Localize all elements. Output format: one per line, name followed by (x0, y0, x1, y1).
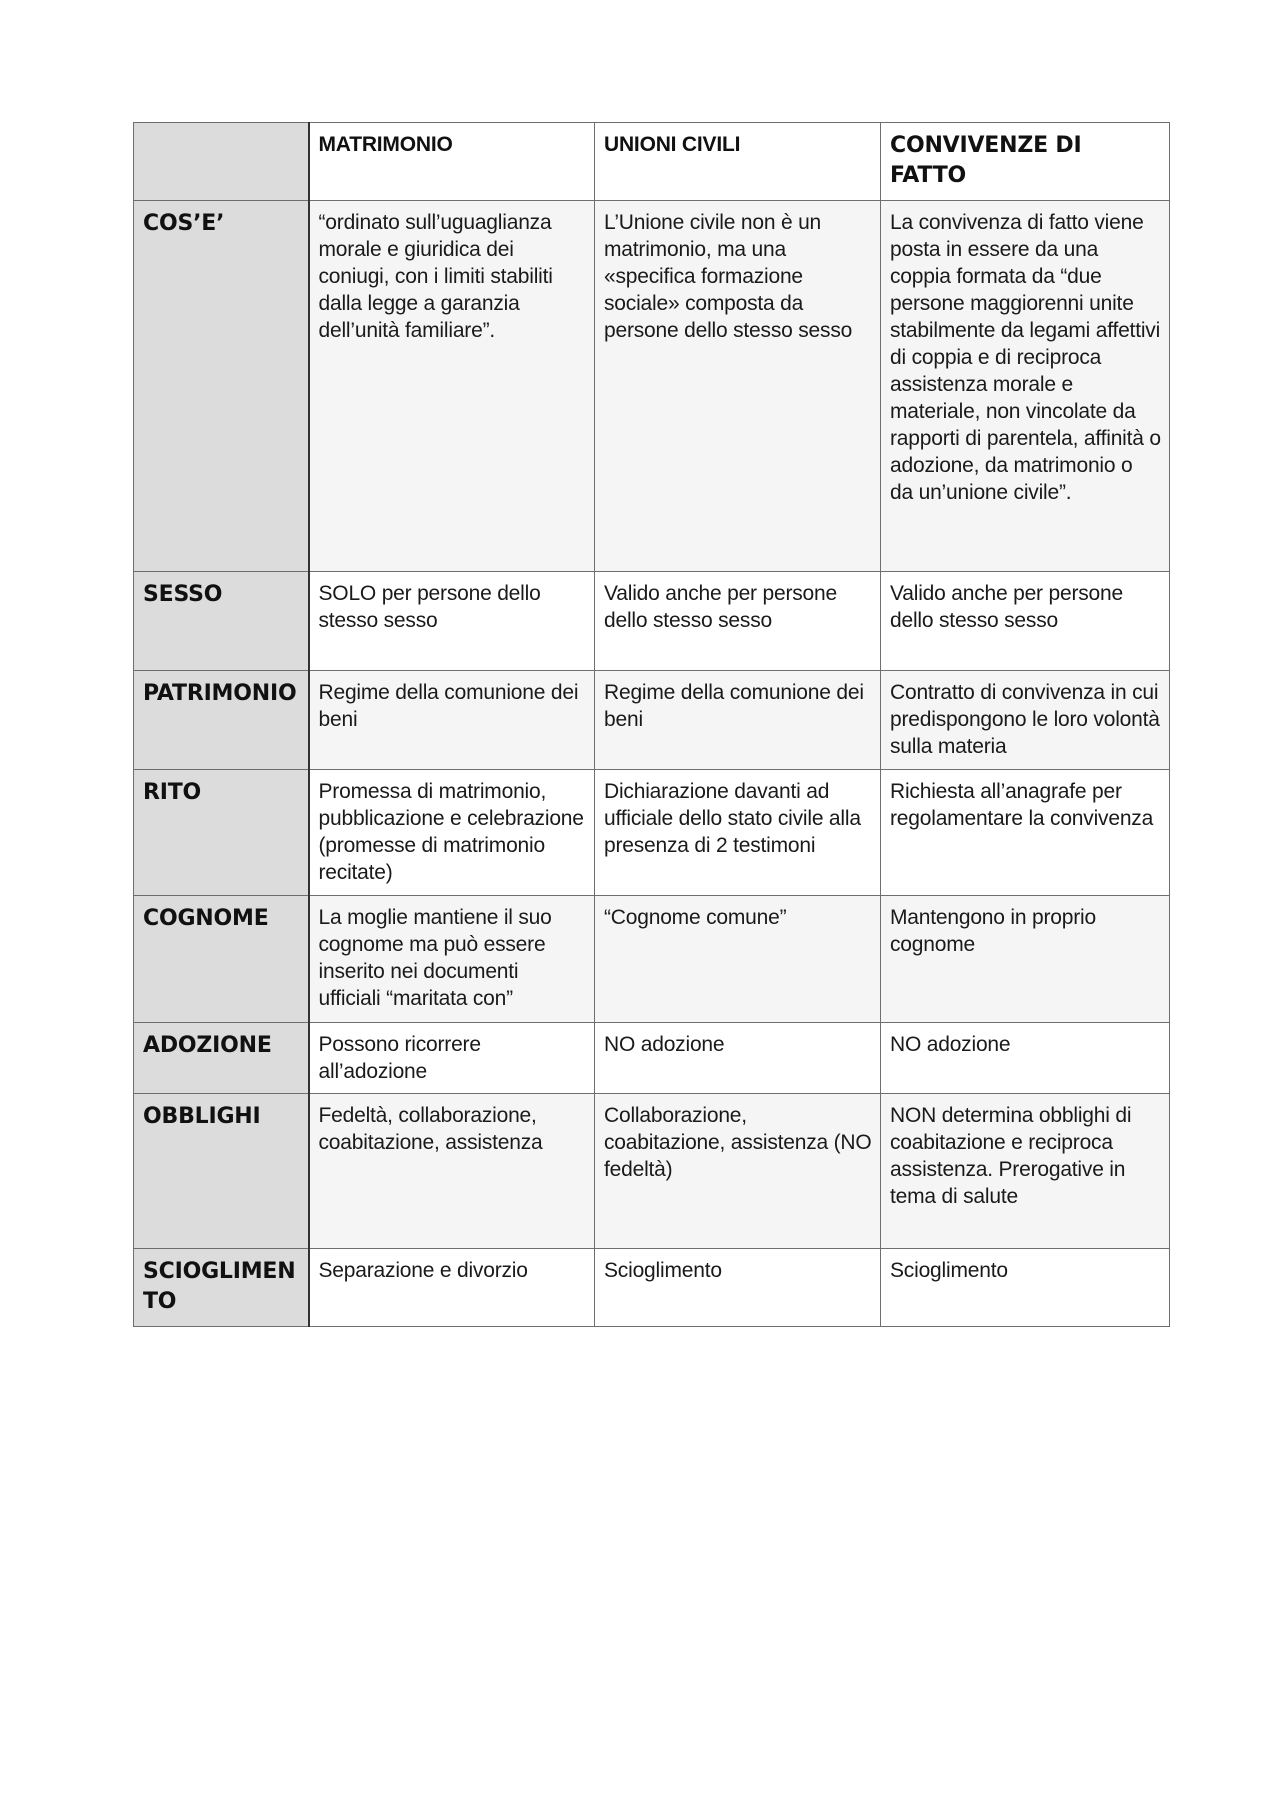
row-label: COGNOME (133, 895, 310, 1023)
table-row: COGNOME La moglie mantiene il suo cognom… (133, 895, 1170, 1023)
table-cell: Mantengono in proprio cognome (880, 895, 1170, 1023)
header-unioni-civili: UNIONI CIVILI (594, 122, 881, 201)
table-cell: Valido anche per persone dello stesso se… (594, 571, 881, 671)
table-row: COS’E’ “ordinato sull’uguaglianza morale… (133, 200, 1170, 572)
table-cell: Regime della comunione dei beni (308, 670, 595, 770)
table-row: SCIOGLIMENTO Separazione e divorzio Scio… (133, 1248, 1170, 1327)
table-row: OBBLIGHI Fedeltà, collaborazione, coabit… (133, 1093, 1170, 1249)
row-label: COS’E’ (133, 200, 310, 572)
table-row: RITO Promessa di matrimonio, pubblicazio… (133, 769, 1170, 896)
header-convivenze: CONVIVENZE DI FATTO (880, 122, 1170, 201)
row-label: OBBLIGHI (133, 1093, 310, 1249)
table-cell: Fedeltà, collaborazione, coabitazione, a… (308, 1093, 595, 1249)
table-cell: Regime della comunione dei beni (594, 670, 881, 770)
table-cell: Valido anche per persone dello stesso se… (880, 571, 1170, 671)
row-label: PATRIMONIO (133, 670, 310, 770)
table-cell: Possono ricorrere all’adozione (308, 1022, 595, 1094)
row-label: SCIOGLIMENTO (133, 1248, 310, 1327)
comparison-table: MATRIMONIO UNIONI CIVILI CONVIVENZE DI F… (133, 122, 1170, 1327)
table-cell: La convivenza di fatto viene posta in es… (880, 200, 1170, 572)
table-cell: Contratto di convivenza in cui predispon… (880, 670, 1170, 770)
table-cell: SOLO per persone dello stesso sesso (308, 571, 595, 671)
table-row: PATRIMONIO Regime della comunione dei be… (133, 670, 1170, 770)
header-row: MATRIMONIO UNIONI CIVILI CONVIVENZE DI F… (133, 122, 1170, 201)
table-cell: Richiesta all’anagrafe per regolamentare… (880, 769, 1170, 896)
table-cell: Promessa di matrimonio, pubblicazione e … (308, 769, 595, 896)
row-label: ADOZIONE (133, 1022, 310, 1094)
table-cell: Scioglimento (594, 1248, 881, 1327)
corner-cell (133, 122, 310, 201)
table-cell: La moglie mantiene il suo cognome ma può… (308, 895, 595, 1023)
table-cell: NON determina obblighi di coabitazione e… (880, 1093, 1170, 1249)
table-row: SESSO SOLO per persone dello stesso sess… (133, 571, 1170, 671)
table-cell: Collaborazione, coabitazione, assistenza… (594, 1093, 881, 1249)
table-row: ADOZIONE Possono ricorrere all’adozione … (133, 1022, 1170, 1094)
table-cell: Scioglimento (880, 1248, 1170, 1327)
table-cell: “Cognome comune” (594, 895, 881, 1023)
table-cell: Dichiarazione davanti ad ufficiale dello… (594, 769, 881, 896)
table-cell: NO adozione (594, 1022, 881, 1094)
table-cell: “ordinato sull’uguaglianza morale e giur… (308, 200, 595, 572)
table-cell: Separazione e divorzio (308, 1248, 595, 1327)
header-matrimonio: MATRIMONIO (308, 122, 595, 201)
table-cell: L’Unione civile non è un matrimonio, ma … (594, 200, 881, 572)
row-label: SESSO (133, 571, 310, 671)
table-cell: NO adozione (880, 1022, 1170, 1094)
row-label: RITO (133, 769, 310, 896)
